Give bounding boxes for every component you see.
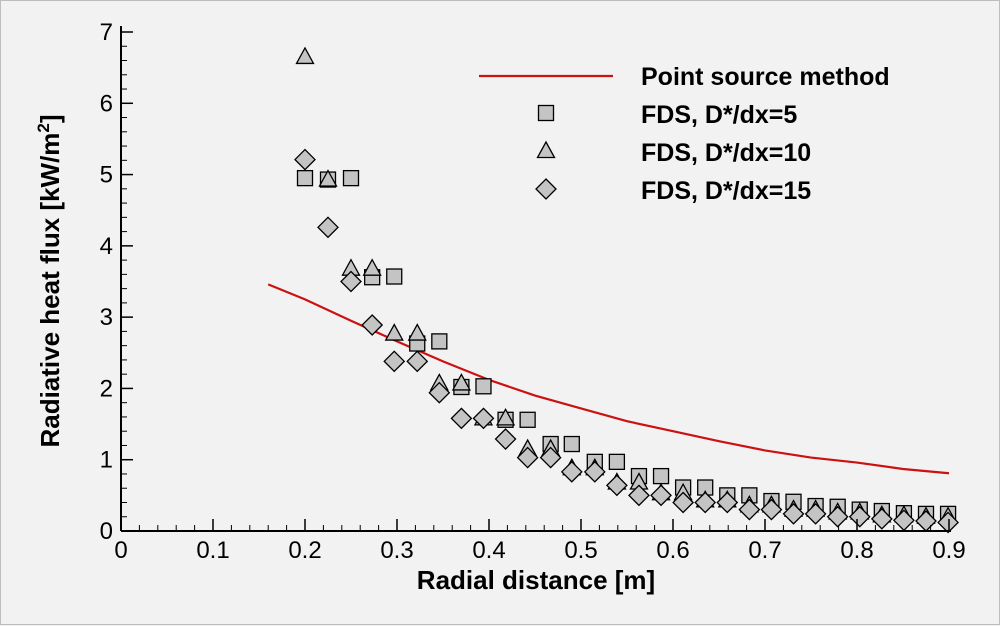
- legend: Point source method FDS, D*/dx=5 FDS, D*/d…: [479, 63, 890, 205]
- x-tick-label: 0.9: [932, 537, 965, 564]
- square-marker: [431, 333, 448, 350]
- diamond-marker: [450, 407, 473, 430]
- x-tick-label: 0.8: [840, 537, 873, 564]
- diamond-marker: [672, 491, 695, 514]
- diamond-marker: [937, 511, 959, 534]
- y-tick-label: 0: [100, 518, 113, 545]
- x-tick-label: 0.2: [288, 537, 321, 564]
- legend-square-swatch: [537, 104, 555, 122]
- diamond-marker: [560, 460, 583, 483]
- diamond-marker: [406, 350, 429, 373]
- diamond-marker: [738, 498, 761, 521]
- y-tick-label: 6: [100, 90, 113, 117]
- square-marker: [342, 169, 360, 187]
- diamond-marker: [294, 148, 316, 171]
- square-marker: [296, 169, 314, 187]
- square-marker: [563, 435, 580, 453]
- square-marker: [386, 268, 403, 285]
- y-tick-label: 5: [100, 162, 113, 189]
- axes-layer: 0 0.1 0.2 0.3 0.4 0.5 0.6 0.7 0.8 0.9 0 1 2 3 4 5 6 7: [100, 19, 966, 564]
- y-tick-label: 7: [100, 19, 113, 46]
- diamond-marker: [628, 484, 650, 507]
- triangle-marker: [362, 258, 382, 276]
- series-1: [296, 169, 957, 523]
- x-tick-label: 0.7: [748, 537, 781, 564]
- legend-label: FDS, D*/dx=10: [641, 139, 811, 167]
- x-tick-label: 0.5: [564, 537, 597, 564]
- diamond-marker: [583, 460, 606, 483]
- triangle-marker: [495, 408, 516, 426]
- triangle-marker: [407, 323, 427, 341]
- triangle-marker: [318, 169, 338, 187]
- series-2: [295, 46, 958, 524]
- square-marker: [519, 411, 536, 428]
- diamond-marker: [494, 428, 517, 450]
- diamond-marker: [870, 507, 893, 530]
- diamond-marker: [361, 314, 384, 336]
- diamond-marker: [516, 446, 539, 469]
- y-tick-label: 4: [100, 233, 113, 260]
- diamond-marker: [650, 484, 672, 507]
- x-tick-label: 0: [114, 537, 127, 564]
- series-layer: [267, 46, 959, 534]
- diamond-marker: [760, 498, 783, 521]
- diamond-marker: [694, 491, 717, 514]
- y-tick-label: 2: [100, 375, 113, 402]
- diamond-marker: [804, 502, 827, 525]
- legend-diamond-swatch: [535, 178, 557, 200]
- square-marker: [475, 378, 492, 395]
- diamond-marker: [472, 407, 495, 430]
- x-tick-label: 0.1: [196, 537, 229, 564]
- x-tick-label: 0.6: [656, 537, 689, 564]
- legend-item-2: FDS, D*/dx=10: [536, 139, 811, 167]
- legend-item-0: Point source method: [479, 63, 890, 91]
- legend-label: FDS, D*/dx=5: [641, 101, 797, 129]
- diamond-marker: [383, 350, 406, 373]
- triangle-marker: [295, 46, 315, 65]
- series-0: [267, 283, 950, 475]
- diamond-marker: [848, 505, 871, 528]
- diamond-marker: [826, 505, 849, 528]
- series-3: [294, 148, 959, 534]
- square-marker: [608, 453, 626, 471]
- triangle-marker: [384, 323, 404, 341]
- square-marker: [652, 467, 670, 485]
- diamond-marker: [605, 474, 628, 497]
- diamond-marker: [340, 270, 362, 293]
- x-tick-label: 0.4: [472, 537, 505, 564]
- legend-item-1: FDS, D*/dx=5: [537, 101, 797, 129]
- triangle-marker: [451, 373, 471, 391]
- diamond-marker: [317, 216, 339, 239]
- diamond-marker: [428, 381, 451, 404]
- legend-item-3: FDS, D*/dx=15: [535, 177, 811, 205]
- x-tick-label: 0.3: [380, 537, 413, 564]
- x-axis-title: Radial distance [m]: [417, 565, 655, 595]
- point-source-line: [267, 283, 950, 475]
- legend-label: Point source method: [641, 63, 890, 91]
- diamond-marker: [539, 446, 562, 469]
- diamond-marker: [716, 491, 739, 514]
- y-tick-label: 3: [100, 304, 113, 331]
- legend-triangle-swatch: [536, 140, 556, 159]
- diamond-marker: [782, 502, 805, 525]
- legend-label: FDS, D*/dx=15: [641, 177, 811, 205]
- y-tick-label: 1: [100, 447, 113, 474]
- y-axis-title: Radiative heat flux [kW/m2]: [34, 114, 65, 447]
